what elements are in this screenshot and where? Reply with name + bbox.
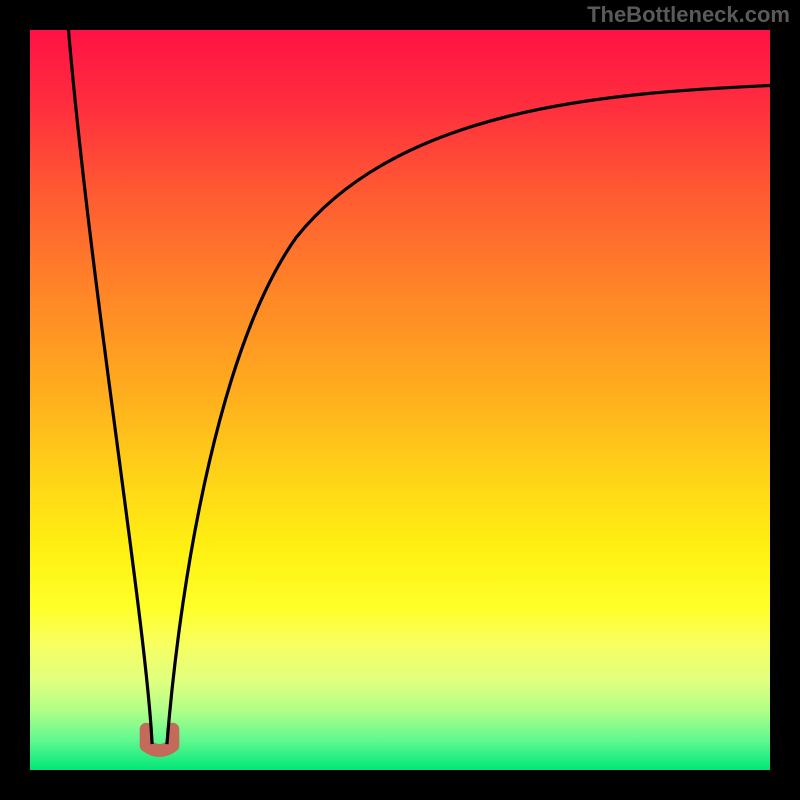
background-gradient bbox=[30, 30, 770, 770]
bottleneck-chart bbox=[0, 0, 800, 800]
plot-area bbox=[30, 30, 770, 770]
chart-container: TheBottleneck.com bbox=[0, 0, 800, 800]
watermark-text: TheBottleneck.com bbox=[587, 2, 790, 28]
